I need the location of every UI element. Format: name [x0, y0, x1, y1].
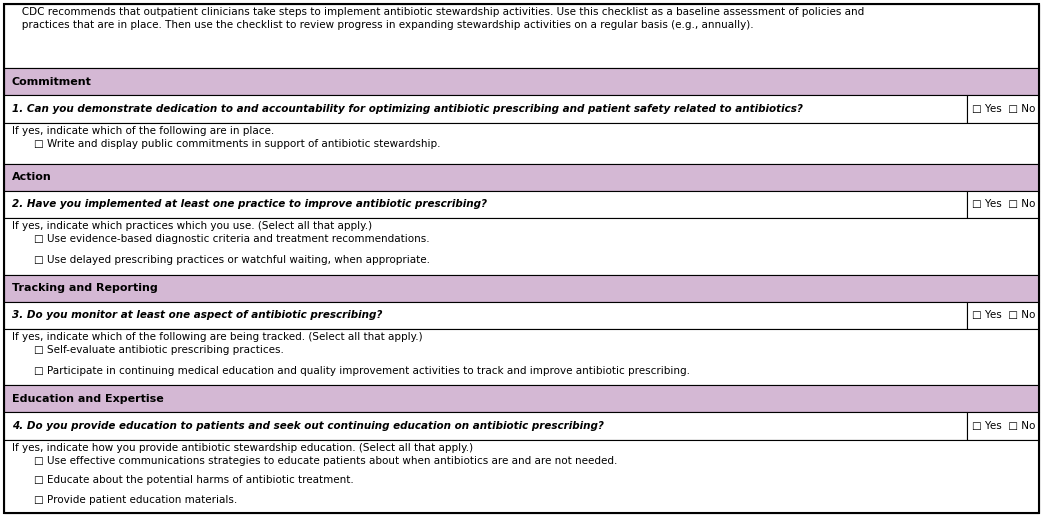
Bar — [967, 413, 1039, 439]
Text: Education and Expertise: Education and Expertise — [13, 394, 164, 404]
Bar — [4, 439, 1039, 513]
Text: Action: Action — [13, 172, 52, 183]
Text: Commitment: Commitment — [13, 77, 92, 87]
Text: □ Educate about the potential harms of antibiotic treatment.: □ Educate about the potential harms of a… — [34, 475, 354, 485]
Bar — [4, 413, 967, 439]
Text: If yes, indicate which practices which you use. (Select all that apply.): If yes, indicate which practices which y… — [13, 221, 372, 231]
Text: If yes, indicate which of the following are being tracked. (Select all that appl: If yes, indicate which of the following … — [13, 332, 422, 342]
Bar — [967, 96, 1039, 123]
Text: □ Use evidence-based diagnostic criteria and treatment recommendations.: □ Use evidence-based diagnostic criteria… — [34, 234, 430, 244]
Text: □ Yes  □ No: □ Yes □ No — [972, 104, 1036, 114]
Text: 3. Do you monitor at least one aspect of antibiotic prescribing?: 3. Do you monitor at least one aspect of… — [13, 310, 383, 320]
Bar — [4, 68, 1039, 96]
Text: 2. Have you implemented at least one practice to improve antibiotic prescribing?: 2. Have you implemented at least one pra… — [13, 200, 487, 209]
Text: □ Use delayed prescribing practices or watchful waiting, when appropriate.: □ Use delayed prescribing practices or w… — [34, 255, 430, 265]
Bar — [4, 218, 1039, 275]
Bar — [967, 191, 1039, 218]
Text: □ Participate in continuing medical education and quality improvement activities: □ Participate in continuing medical educ… — [34, 366, 690, 376]
Bar — [4, 275, 1039, 301]
Text: □ Self-evaluate antibiotic prescribing practices.: □ Self-evaluate antibiotic prescribing p… — [34, 345, 284, 355]
Text: If yes, indicate how you provide antibiotic stewardship education. (Select all t: If yes, indicate how you provide antibio… — [13, 443, 474, 452]
Bar — [4, 301, 967, 329]
Text: □ Use effective communications strategies to educate patients about when antibio: □ Use effective communications strategie… — [34, 455, 617, 465]
Text: □ Yes  □ No: □ Yes □ No — [972, 200, 1036, 209]
Text: Tracking and Reporting: Tracking and Reporting — [13, 283, 157, 293]
Text: 1. Can you demonstrate dedication to and accountability for optimizing antibioti: 1. Can you demonstrate dedication to and… — [13, 104, 803, 114]
Text: CDC recommends that outpatient clinicians take steps to implement antibiotic ste: CDC recommends that outpatient clinician… — [13, 7, 865, 17]
Text: □ Yes  □ No: □ Yes □ No — [972, 421, 1036, 431]
Bar — [4, 386, 1039, 413]
Text: 4. Do you provide education to patients and seek out continuing education on ant: 4. Do you provide education to patients … — [13, 421, 604, 431]
Text: If yes, indicate which of the following are in place.: If yes, indicate which of the following … — [13, 126, 274, 135]
Bar — [4, 164, 1039, 191]
Text: practices that are in place. Then use the checklist to review progress in expand: practices that are in place. Then use th… — [13, 20, 754, 30]
Bar — [4, 123, 1039, 164]
Bar — [4, 4, 1039, 68]
Text: □ Provide patient education materials.: □ Provide patient education materials. — [34, 495, 237, 505]
Bar — [967, 301, 1039, 329]
Bar — [4, 96, 967, 123]
Bar — [4, 191, 967, 218]
Text: □ Write and display public commitments in support of antibiotic stewardship.: □ Write and display public commitments i… — [34, 139, 440, 148]
Bar — [4, 329, 1039, 386]
Text: □ Yes  □ No: □ Yes □ No — [972, 310, 1036, 320]
